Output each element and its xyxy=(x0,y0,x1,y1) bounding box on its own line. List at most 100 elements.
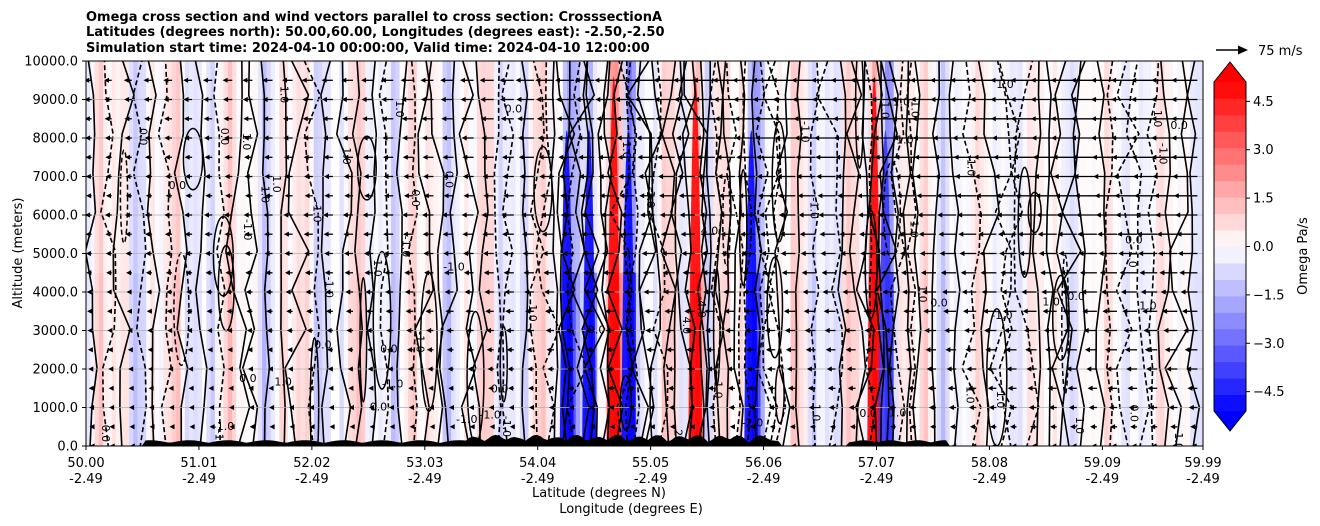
wind-vector-head xyxy=(450,443,456,446)
contour-label: -1.0 xyxy=(799,121,812,142)
wind-vector-head xyxy=(226,308,232,314)
omega-strip-upper xyxy=(923,61,929,273)
wind-vector-head xyxy=(86,289,92,295)
wind-vector-head xyxy=(328,385,334,391)
contour-label: 0.0 xyxy=(169,179,187,192)
wind-vector-head xyxy=(839,231,845,237)
omega-contour-loop xyxy=(738,168,748,287)
wind-vector-head xyxy=(702,270,708,276)
omega-strip-lower xyxy=(1121,272,1127,446)
wind-vector-head xyxy=(208,366,214,372)
x-tick-label-lon: -2.49 xyxy=(747,472,781,487)
wind-vector-head xyxy=(461,135,467,141)
wind-vector-head xyxy=(481,135,487,141)
wind-vector-head xyxy=(832,116,838,122)
colorbar-level xyxy=(1214,361,1246,379)
wind-vector-head xyxy=(579,193,585,199)
omega-strip-lower xyxy=(730,272,736,446)
omega-strip-upper xyxy=(644,61,650,273)
wind-vector-head xyxy=(344,193,350,199)
wind-vector-head xyxy=(262,77,268,83)
omega-strip-lower xyxy=(807,272,813,446)
wind-vector-head xyxy=(846,366,852,372)
omega-strip-upper xyxy=(262,61,268,273)
wind-vector-head xyxy=(819,231,825,237)
wind-vector-head xyxy=(655,116,661,122)
omega-strip-upper xyxy=(1082,61,1088,273)
wind-vector-head xyxy=(267,347,273,353)
wind-vector-head xyxy=(486,327,491,334)
wind-vector-head xyxy=(939,250,945,257)
wind-vector-head xyxy=(1155,212,1161,218)
wind-vector-head xyxy=(708,404,714,411)
omega-contour-line xyxy=(681,61,697,446)
wind-vector-head xyxy=(1017,231,1023,237)
omega-strip-upper xyxy=(979,61,985,273)
wind-vector-head xyxy=(469,404,474,411)
omega-strip-upper xyxy=(1005,61,1011,273)
omega-strip-lower xyxy=(1001,272,1006,446)
wind-vector-head xyxy=(208,385,214,391)
wind-vector-head xyxy=(555,96,561,103)
omega-strip-lower xyxy=(1026,272,1032,446)
omega-strip-upper xyxy=(519,61,525,273)
omega-strip-lower xyxy=(962,272,968,446)
wind-vector-head xyxy=(800,250,806,257)
omega-strip-lower xyxy=(1099,272,1105,446)
wind-vector-head xyxy=(222,77,228,83)
wind-vector-head xyxy=(362,212,368,218)
wind-vector-head xyxy=(284,250,290,257)
wind-vector-head xyxy=(714,116,720,122)
wind-vector-head xyxy=(264,193,270,199)
x-tick-label-lon: -2.49 xyxy=(1186,472,1220,487)
wind-vector-head xyxy=(907,385,913,391)
wind-vector-head xyxy=(960,270,966,276)
omega-strip-lower xyxy=(193,272,199,446)
omega-strip-upper xyxy=(94,61,100,273)
wind-vector-head xyxy=(971,443,977,446)
contour-label: 0.0 xyxy=(1170,119,1188,132)
omega-strip-upper xyxy=(640,61,646,273)
wind-vector-head xyxy=(967,385,973,391)
wind-vector-head xyxy=(1113,173,1119,180)
wind-vector-head xyxy=(716,154,722,160)
omega-contour-line xyxy=(1070,61,1087,446)
wind-vector-head xyxy=(204,154,210,160)
wind-vector-head xyxy=(673,77,679,83)
omega-strip-lower xyxy=(739,272,744,446)
omega-strip-lower xyxy=(618,272,624,446)
wind-vector-head xyxy=(1050,96,1056,103)
wind-vector-head xyxy=(88,385,94,391)
omega-strip-upper xyxy=(893,61,899,273)
contour-label: 1.0 xyxy=(712,381,725,399)
omega-strip-lower xyxy=(425,272,431,446)
x-tick-label-lat: 53.03 xyxy=(406,456,443,471)
wind-vector-head xyxy=(940,270,946,276)
wind-vector-head xyxy=(143,77,149,83)
wind-vector-head xyxy=(1154,193,1159,199)
wind-vector-head xyxy=(184,212,190,218)
omega-strip-upper xyxy=(537,61,542,273)
omega-contour-line xyxy=(648,61,669,446)
wind-vector-head xyxy=(1183,327,1189,334)
omega-strip-upper xyxy=(128,61,134,273)
wind-vector-head xyxy=(1081,289,1087,295)
wind-vector-head xyxy=(124,96,130,103)
wind-vector-head xyxy=(795,154,801,160)
wind-vector-head xyxy=(901,270,907,276)
wind-vector-head xyxy=(1024,327,1029,334)
omega-strip-upper xyxy=(760,61,766,273)
wind-vector-head xyxy=(89,404,95,411)
wind-vector-head xyxy=(422,212,427,218)
omega-strip-lower xyxy=(416,272,422,446)
omega-strip-lower xyxy=(910,272,916,446)
contour-label: 0.0 xyxy=(99,425,112,443)
wind-vector-head xyxy=(287,366,293,372)
wind-vector-head xyxy=(1062,308,1068,314)
wind-vector-head xyxy=(595,96,601,103)
wind-vector-head xyxy=(769,424,775,430)
wind-vector-head xyxy=(228,366,233,372)
omega-strip-lower xyxy=(1134,272,1140,446)
wind-vector-head xyxy=(1119,270,1125,276)
wind-vector-head xyxy=(145,173,151,180)
